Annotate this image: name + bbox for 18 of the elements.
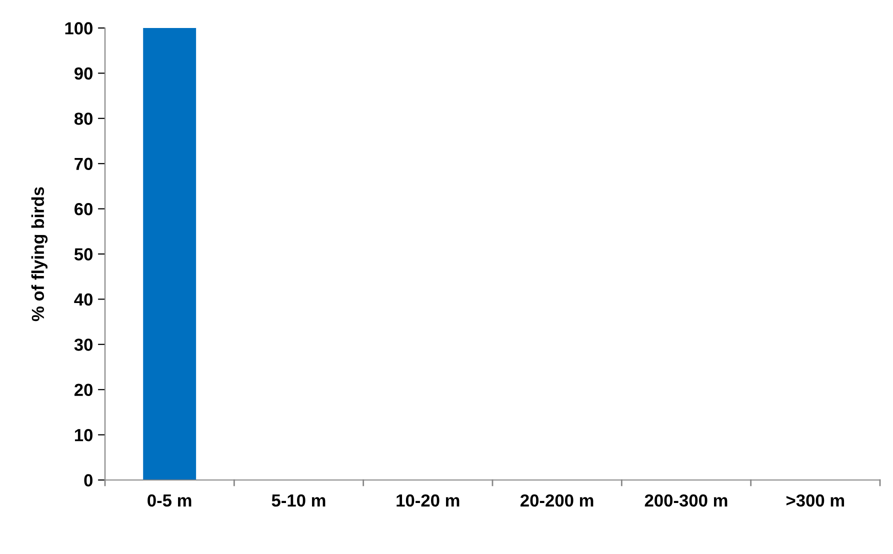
y-tick-label: 60 [74,202,92,216]
y-tick-label: 20 [74,384,92,396]
x-tick-label: 10-20 m [396,494,460,507]
x-tick-label: >300 m [786,494,844,507]
x-tick-label: 0-5 m [148,494,192,507]
y-tick-label: 10 [74,428,92,442]
x-tick-label: 5-10 m [272,494,326,507]
y-tick-label: 50 [74,248,92,260]
y-axis-title: % of flying birds [31,187,48,322]
y-tick-label: 40 [74,293,92,306]
x-tick-label: 200-300 m [644,494,728,507]
y-tick-label: 100 [65,22,92,34]
y-tick-label: 80 [74,112,92,125]
y-tick-label: 70 [74,158,92,170]
y-tick-label: 90 [74,67,92,80]
y-tick-label: 30 [74,338,92,351]
y-tick-label: 0 [84,474,92,486]
x-tick-label: 20-200 m [520,494,594,507]
